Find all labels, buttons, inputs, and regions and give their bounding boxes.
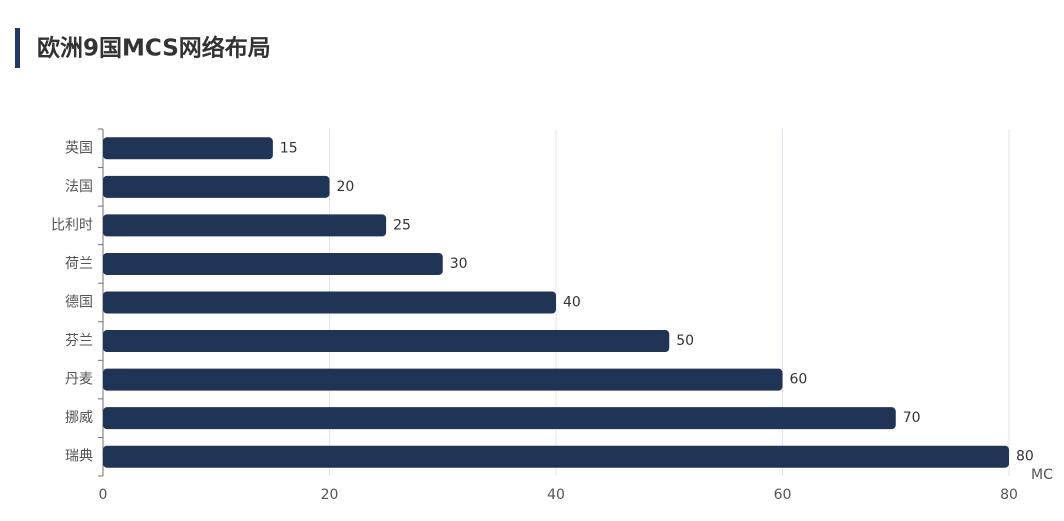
bar [103,445,1009,468]
x-tick-label: 80 [1000,487,1018,503]
y-tick-label: 比利时 [51,217,93,233]
x-tick-label: 0 [99,487,108,503]
bar [103,407,896,430]
y-tick-label: 法国 [65,179,93,195]
value-label: 20 [337,179,355,195]
bar [103,252,443,275]
bar [103,330,670,353]
y-tick-label: 挪威 [65,410,93,426]
title-accent [15,28,20,68]
value-label: 40 [563,295,581,311]
y-tick-label: 荷兰 [65,256,93,272]
y-tick-label: 英国 [65,139,93,156]
x-tick-label: 60 [774,487,792,503]
x-tick-label: 20 [321,487,339,503]
x-tick-label: 40 [547,487,565,503]
y-tick-label: 瑞典 [65,449,93,465]
y-tick-label: 德国 [65,295,93,311]
value-label: 30 [450,256,468,272]
x-axis-label: MC [1031,467,1053,483]
value-label: 60 [790,372,808,388]
value-label: 50 [676,333,694,349]
bar [103,291,556,314]
bar [103,175,330,198]
value-label: 80 [1016,449,1034,465]
bar [103,368,783,391]
bar [103,214,387,237]
value-label: 15 [280,140,298,156]
y-tick-label: 芬兰 [65,333,93,349]
value-label: 70 [903,410,921,426]
bar [103,137,273,160]
value-label: 25 [393,217,411,233]
y-tick-label: 丹麦 [65,372,93,388]
chart-title: 欧洲9国MCS网络布局 [37,35,271,62]
